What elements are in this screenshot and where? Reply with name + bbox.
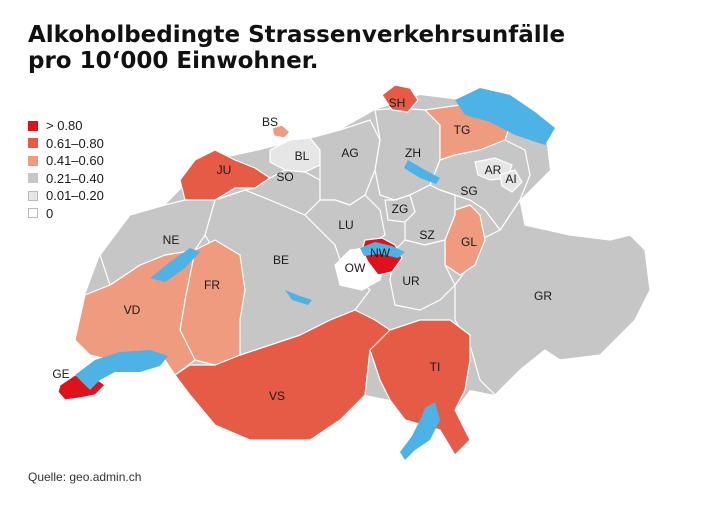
canton-label-JU: JU <box>217 163 232 177</box>
canton-label-GR: GR <box>534 289 552 303</box>
canton-label-BL: BL <box>295 149 310 163</box>
lake-lucerne <box>360 242 405 258</box>
legend-swatch <box>28 138 38 149</box>
canton-label-ZG: ZG <box>392 202 409 216</box>
lake-geneva <box>75 350 168 390</box>
lake-thun <box>285 290 312 305</box>
legend-label: 0.21–0.40 <box>46 170 104 186</box>
canton-SH <box>381 84 419 113</box>
canton-label-NE: NE <box>163 233 180 247</box>
legend-swatch <box>28 208 38 219</box>
legend-label: > 0.80 <box>46 118 83 134</box>
canton-label-BE: BE <box>273 253 289 267</box>
canton-TI <box>369 319 471 456</box>
lake-maggiore <box>400 402 440 460</box>
legend-item: 0.41–0.60 <box>28 152 104 170</box>
canton-label-OW: OW <box>345 261 366 275</box>
canton-label-SG: SG <box>460 184 477 198</box>
canton-BS <box>271 124 291 139</box>
legend-item: 0 <box>28 205 104 223</box>
legend-item: 0.01–0.20 <box>28 187 104 205</box>
legend-swatch <box>28 120 38 131</box>
legend-label: 0.61–0.80 <box>46 135 104 151</box>
canton-label-ZH: ZH <box>405 146 421 160</box>
canton-label-AG: AG <box>341 146 358 160</box>
canton-label-GL: GL <box>461 235 477 249</box>
canton-label-SZ: SZ <box>419 228 434 242</box>
legend: > 0.80 0.61–0.80 0.41–0.60 0.21–0.40 0.0… <box>28 117 104 222</box>
canton-label-VS: VS <box>269 389 285 403</box>
canton-label-FR: FR <box>204 278 220 292</box>
legend-swatch <box>28 173 38 184</box>
title-line-1: Alkoholbedingte Strassenverkehrsunfälle <box>28 22 566 48</box>
lake-constance <box>455 88 555 145</box>
legend-label: 0 <box>46 205 54 221</box>
canton-label-TG: TG <box>454 123 471 137</box>
canton-label-AI: AI <box>505 172 516 186</box>
title-line-2: pro 10‘000 Einwohner. <box>28 48 319 74</box>
lake-neuchatel <box>150 248 200 282</box>
legend-item: 0.21–0.40 <box>28 170 104 188</box>
legend-swatch <box>28 190 38 201</box>
canton-GL <box>444 204 486 276</box>
legend-label: 0.41–0.60 <box>46 153 104 169</box>
canton-label-LU: LU <box>338 218 353 232</box>
canton-UR <box>389 239 456 311</box>
canton-label-TI: TI <box>430 360 441 374</box>
canton-label-BS: BS <box>262 115 278 129</box>
legend-swatch <box>28 155 38 166</box>
canton-label-NW: NW <box>370 246 391 260</box>
canton-label-UR: UR <box>402 274 420 288</box>
map-title: Alkoholbedingte Strassenverkehrsunfälle … <box>28 22 565 74</box>
canton-label-SO: SO <box>276 170 293 184</box>
lake-zurich <box>404 160 440 184</box>
legend-item: 0.61–0.80 <box>28 135 104 153</box>
legend-label: 0.01–0.20 <box>46 188 104 204</box>
canton-label-VD: VD <box>124 303 141 317</box>
canton-label-GE: GE <box>52 367 69 381</box>
canton-label-SH: SH <box>389 96 406 110</box>
canton-AI <box>499 169 523 193</box>
legend-item: > 0.80 <box>28 117 104 135</box>
canton-label-AR: AR <box>485 163 502 177</box>
source-note: Quelle: geo.admin.ch <box>28 470 142 484</box>
